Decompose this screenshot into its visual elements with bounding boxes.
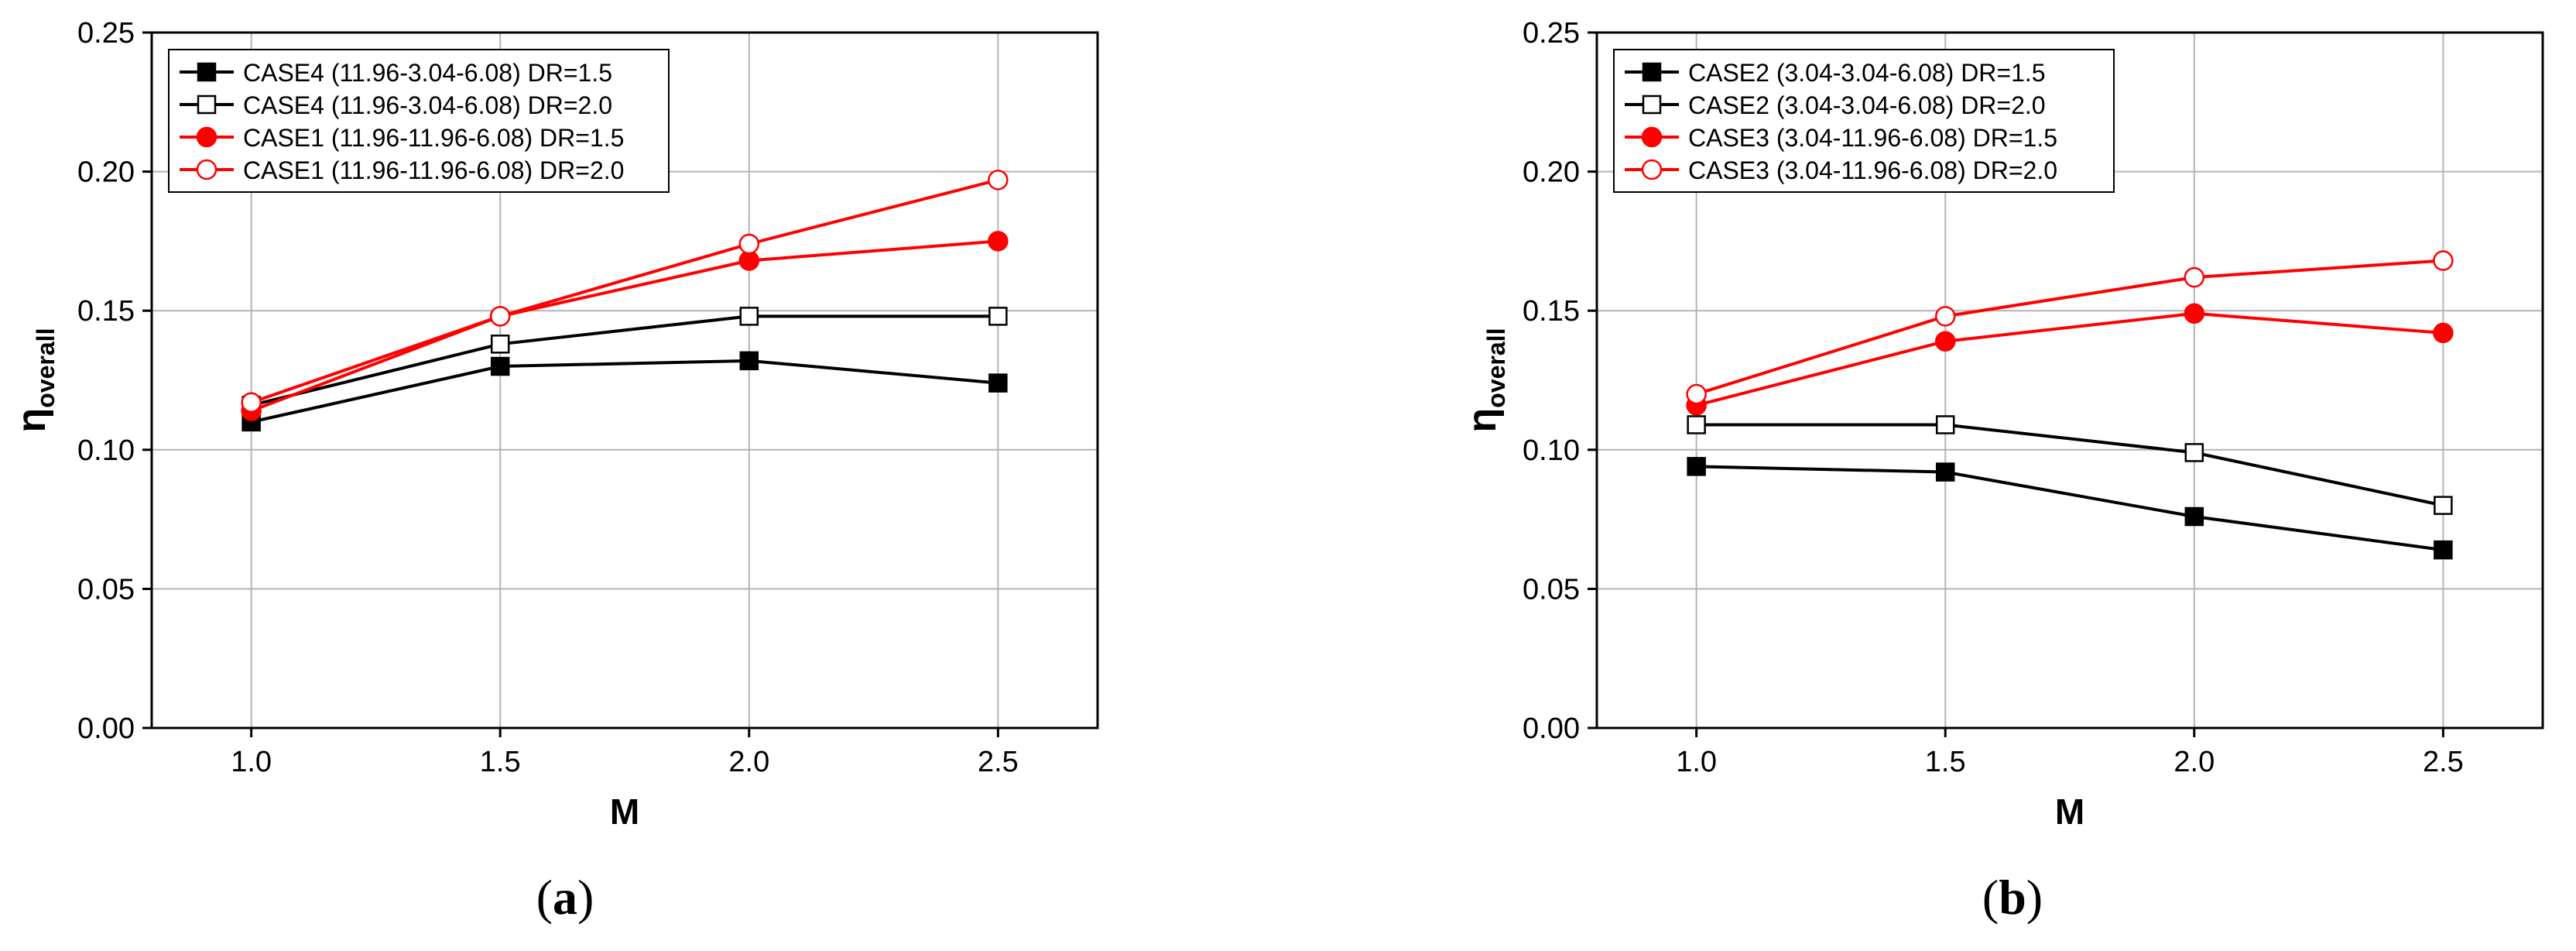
panel-a-caption-close: )	[577, 870, 594, 925]
x-tick-label: 1.5	[1925, 746, 1966, 778]
data-point	[490, 335, 510, 354]
legend-box	[1613, 49, 2115, 193]
legend-swatch-marker	[197, 62, 217, 82]
data-point	[241, 392, 262, 413]
y-tick-label: 0.25	[1523, 17, 1580, 50]
x-tick-label: 1.5	[480, 746, 521, 778]
series-line	[250, 239, 999, 413]
series-line	[1696, 423, 2444, 507]
legend-entry: CASE1 (11.96-11.96-6.08) DR=2.0	[243, 156, 624, 184]
series-line	[1696, 259, 2444, 396]
legend-swatch-marker	[1641, 126, 1663, 148]
plot-frame	[1595, 31, 2544, 730]
y-axis-title-main: η	[9, 408, 54, 433]
y-axis-title-subscript: overall	[32, 328, 60, 408]
series-line	[1696, 465, 2444, 552]
panel-b-caption-label: b	[1999, 870, 2026, 925]
legend-entry: CASE3 (3.04-11.96-6.08) DR=1.5	[1688, 124, 2057, 152]
data-point	[490, 356, 510, 376]
data-point	[988, 231, 1009, 252]
legend-swatch-marker	[196, 126, 218, 148]
x-tick-label: 1.0	[1676, 746, 1717, 778]
x-axis-title: M	[2055, 791, 2084, 832]
legend-swatch-marker	[196, 159, 218, 180]
data-point	[2184, 303, 2205, 324]
series-line	[251, 359, 999, 424]
x-tick-label: 2.0	[728, 746, 769, 778]
data-point	[739, 351, 759, 371]
x-tick-label: 1.0	[231, 746, 272, 778]
y-tick-label: 0.05	[77, 573, 135, 606]
legend-entry: CASE2 (3.04-3.04-6.08) DR=1.5	[1688, 59, 2046, 87]
y-tick-label: 0.20	[1523, 156, 1580, 189]
data-point	[1934, 306, 1956, 327]
data-point	[2434, 496, 2453, 515]
legend-box	[168, 49, 670, 193]
data-point	[2434, 540, 2453, 560]
data-point	[2184, 506, 2204, 527]
data-point	[988, 307, 1008, 326]
data-point	[2184, 443, 2204, 462]
data-point	[988, 170, 1009, 191]
data-point	[1935, 462, 1955, 482]
legend-entry: CASE1 (11.96-11.96-6.08) DR=1.5	[243, 124, 624, 152]
legend-entry: CASE4 (11.96-3.04-6.08) DR=1.5	[243, 59, 612, 87]
y-axis-title: ηoverall	[1460, 328, 1510, 433]
panel-a-caption-label: a	[553, 870, 577, 925]
panel-a-caption: (a)	[536, 870, 594, 925]
series-line	[251, 314, 999, 407]
y-tick-label: 0.10	[1523, 434, 1580, 467]
legend-swatch-marker	[1642, 94, 1662, 115]
y-tick-label: 0.15	[1523, 295, 1580, 328]
y-axis-title-main: η	[1460, 408, 1505, 433]
y-axis-title: ηoverall	[9, 328, 60, 433]
data-point	[738, 233, 760, 255]
panel-b-caption-close: )	[2026, 870, 2043, 925]
legend-swatch-marker	[1641, 159, 1663, 180]
data-point	[2184, 266, 2205, 288]
legend-swatch-marker	[197, 94, 217, 115]
y-tick-label: 0.25	[77, 17, 135, 50]
data-point	[1687, 415, 1706, 434]
data-point	[1935, 415, 1955, 434]
data-point	[1686, 383, 1707, 405]
data-point	[489, 306, 511, 327]
y-tick-label: 0.00	[77, 712, 135, 745]
data-point	[2433, 322, 2454, 344]
data-point	[988, 373, 1008, 393]
x-tick-label: 2.5	[2423, 746, 2464, 778]
y-tick-label: 0.10	[77, 434, 135, 467]
x-tick-label: 2.5	[978, 746, 1019, 778]
legend-entry: CASE3 (3.04-11.96-6.08) DR=2.0	[1688, 156, 2057, 184]
panel-b-chart: 0.00 0.05 0.10 0.15 0.20 0.25 1.0 1.5 2.0 2.5 Mηov…	[1460, 17, 2544, 832]
x-tick-label: 2.0	[2174, 746, 2215, 778]
y-tick-label: 0.00	[1523, 712, 1580, 745]
legend-entry: CASE4 (11.96-3.04-6.08) DR=2.0	[243, 91, 612, 119]
legend-entry: CASE2 (3.04-3.04-6.08) DR=2.0	[1688, 91, 2046, 119]
y-tick-label: 0.05	[1523, 573, 1580, 606]
y-axis-title-subscript: overall	[1482, 328, 1510, 408]
y-tick-label: 0.20	[77, 156, 135, 189]
panel-a-caption-open: (	[536, 870, 553, 925]
data-point	[1687, 457, 1706, 476]
series-line	[250, 178, 999, 404]
y-tick-label: 0.15	[77, 295, 135, 328]
series-line	[1696, 311, 2444, 407]
plot-frame	[150, 31, 1099, 730]
data-point	[739, 307, 759, 326]
panel-b-caption-open: (	[1982, 870, 1999, 925]
data-point	[1934, 331, 1956, 352]
data-point	[2433, 250, 2454, 271]
panel-a-chart: 0.00 0.05 0.10 0.15 0.20 0.25 1.0 1.5 2.0 2.5 Mηov…	[9, 17, 1099, 832]
x-axis-title: M	[610, 791, 639, 832]
panel-b-caption: (b)	[1982, 870, 2043, 925]
legend-swatch-marker	[1642, 62, 1662, 82]
